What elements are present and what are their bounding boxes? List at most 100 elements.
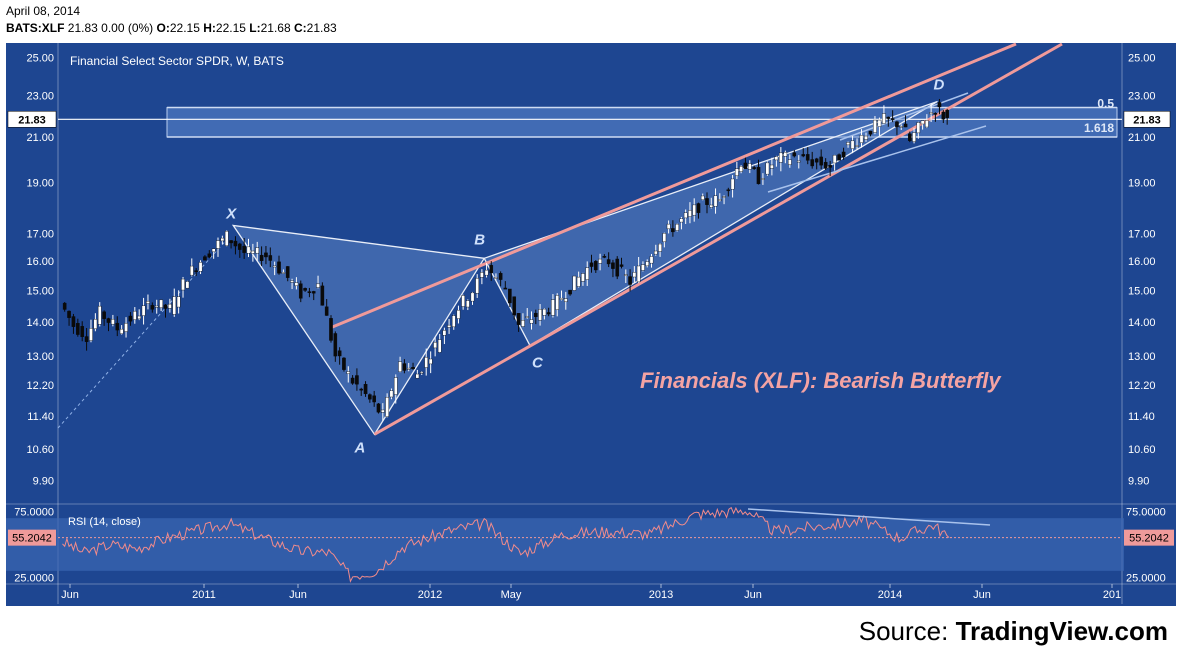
candle-body — [363, 383, 368, 395]
rsi-title: RSI (14, close) — [68, 516, 141, 528]
candle-body — [76, 323, 80, 335]
y-tick-label-right: 9.90 — [1128, 475, 1149, 487]
y-tick-label-left: 14.00 — [26, 317, 54, 329]
candle-body — [251, 250, 255, 254]
candle-body — [632, 272, 637, 278]
y-tick-label-left: 13.00 — [26, 351, 54, 363]
y-tick-label-right: 25.00 — [1128, 52, 1156, 64]
y-tick-label-left: 10.60 — [26, 444, 54, 456]
candle-body — [792, 152, 797, 157]
chart-title: Financial Select Sector SPDR, W, BATS — [70, 54, 284, 68]
candle-body — [480, 272, 484, 278]
candle-body — [233, 240, 238, 247]
candle-body — [508, 288, 512, 304]
candle-body — [747, 163, 752, 170]
candle-body — [141, 305, 146, 316]
candle-body — [636, 265, 641, 283]
candle-body — [461, 295, 465, 307]
candle-body — [920, 120, 925, 125]
candle-body — [307, 291, 312, 293]
candle-body — [855, 145, 859, 147]
candle-body — [428, 358, 433, 365]
candle-body — [268, 255, 273, 261]
candle-body — [912, 132, 916, 142]
candle-body — [846, 142, 850, 146]
candle-body — [761, 178, 765, 180]
candle-body — [525, 316, 530, 318]
rsi-tag-right — [1124, 529, 1174, 546]
candle-body — [324, 306, 329, 316]
last-price-tag-right — [1123, 111, 1171, 128]
candle-body — [259, 254, 264, 261]
candle-body — [726, 189, 731, 192]
candle-body — [372, 395, 376, 403]
y-tick-label-right: 19.00 — [1128, 178, 1156, 190]
candle-body — [649, 256, 654, 264]
candle-body — [303, 288, 307, 291]
candle-body — [406, 367, 411, 370]
candle-body — [376, 403, 381, 413]
y-tick-label-right: 14.00 — [1128, 317, 1156, 329]
candle-body — [146, 301, 150, 304]
candle-body — [675, 223, 679, 231]
fib-level-label: 0.5 — [1097, 97, 1114, 111]
pattern-point-label: C — [532, 355, 544, 372]
candle-body — [908, 133, 912, 141]
candle-body — [484, 269, 489, 276]
candle-body — [658, 243, 662, 252]
candle-body — [679, 218, 684, 223]
candle-body — [841, 151, 846, 158]
candle-body — [705, 198, 709, 205]
candle-body — [124, 323, 128, 332]
candle-body — [873, 119, 877, 133]
candle-body — [542, 308, 547, 316]
candle-body — [521, 320, 525, 327]
candle-body — [801, 154, 806, 157]
candle-body — [563, 298, 568, 302]
candle-body — [774, 156, 779, 161]
candle-body — [688, 210, 692, 217]
candle-body — [402, 363, 407, 371]
candle-body — [814, 158, 819, 163]
candle-body — [337, 350, 342, 357]
candle-body — [229, 240, 233, 244]
y-tick-label-right: 17.00 — [1128, 228, 1156, 240]
candle-body — [730, 178, 735, 190]
y-tick-label-left: 9.90 — [33, 475, 54, 487]
pattern-point-label: A — [353, 439, 365, 456]
candle-body — [67, 310, 71, 318]
candle-body — [181, 278, 185, 291]
candle-body — [359, 388, 364, 391]
candle-body — [89, 328, 93, 341]
candle-body — [470, 292, 475, 302]
candle-body — [529, 319, 534, 324]
candle-body — [619, 264, 624, 267]
last-price-tag-right-text: 21.83 — [1133, 114, 1161, 126]
candle-body — [150, 305, 155, 310]
candle-body — [442, 330, 447, 336]
y-tick-label-right: 21.00 — [1128, 132, 1156, 144]
candle-body — [133, 310, 137, 320]
y-tick-label-right: 15.00 — [1128, 286, 1156, 298]
pattern-point-label: B — [474, 231, 485, 248]
candle-body — [119, 328, 124, 334]
high-label: H: — [203, 21, 216, 35]
x-tick-label: Jun — [61, 589, 79, 601]
candle-body — [447, 324, 451, 328]
candle-body — [346, 371, 351, 374]
candle-body — [576, 276, 581, 287]
candle-body — [137, 315, 141, 320]
y-tick-label-right: 10.60 — [1128, 444, 1156, 456]
candle-body — [739, 166, 743, 172]
candle-body — [805, 154, 810, 161]
candle-body — [850, 140, 855, 149]
candle-body — [220, 237, 225, 242]
candle-body — [756, 166, 761, 185]
x-tick-label: Jun — [289, 589, 307, 601]
fib-zone — [166, 107, 1118, 138]
rsi-line — [62, 506, 950, 583]
candle-body — [606, 259, 611, 265]
candle-body — [498, 273, 503, 280]
candle-body — [864, 135, 868, 140]
